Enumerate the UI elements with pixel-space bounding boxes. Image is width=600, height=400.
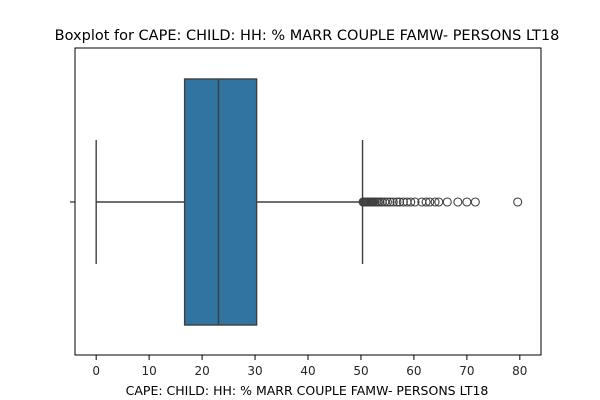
- outlier-point: [430, 197, 440, 207]
- x-axis-label: CAPE: CHILD: HH: % MARR COUPLE FAMW- PER…: [126, 383, 489, 398]
- x-tick-label: 70: [459, 364, 474, 378]
- box-group: [95, 78, 364, 326]
- outlier-point: [470, 197, 480, 207]
- x-tick-label: 10: [141, 364, 156, 378]
- chart-title: Boxplot for CAPE: CHILD: HH: % MARR COUP…: [55, 28, 560, 44]
- outlier-point: [513, 197, 523, 207]
- outlier-point: [406, 197, 416, 207]
- x-tick-label: 60: [406, 364, 421, 378]
- outlier-point: [462, 197, 472, 207]
- outlier-point: [392, 197, 402, 207]
- x-tick-label: 80: [512, 364, 527, 378]
- x-tick-label: 40: [300, 364, 315, 378]
- outlier-point: [398, 197, 408, 207]
- x-axis-ticks: 0 10 20 30 40 50 60 70 80: [92, 355, 527, 378]
- outlier-point: [388, 197, 398, 207]
- outlier-point: [410, 197, 420, 207]
- x-tick-label: 20: [194, 364, 209, 378]
- outlier-point: [421, 197, 431, 207]
- outlier-point: [425, 197, 435, 207]
- outlier-point: [453, 197, 463, 207]
- outlier-point: [395, 197, 405, 207]
- x-tick-label: 30: [247, 364, 262, 378]
- outlier-point: [382, 197, 392, 207]
- x-tick-label: 50: [353, 364, 368, 378]
- outlier-group: [358, 197, 523, 207]
- x-tick-label: 0: [92, 364, 100, 378]
- outlier-point: [442, 197, 452, 207]
- iqr-box: [183, 78, 258, 326]
- outlier-point: [385, 197, 395, 207]
